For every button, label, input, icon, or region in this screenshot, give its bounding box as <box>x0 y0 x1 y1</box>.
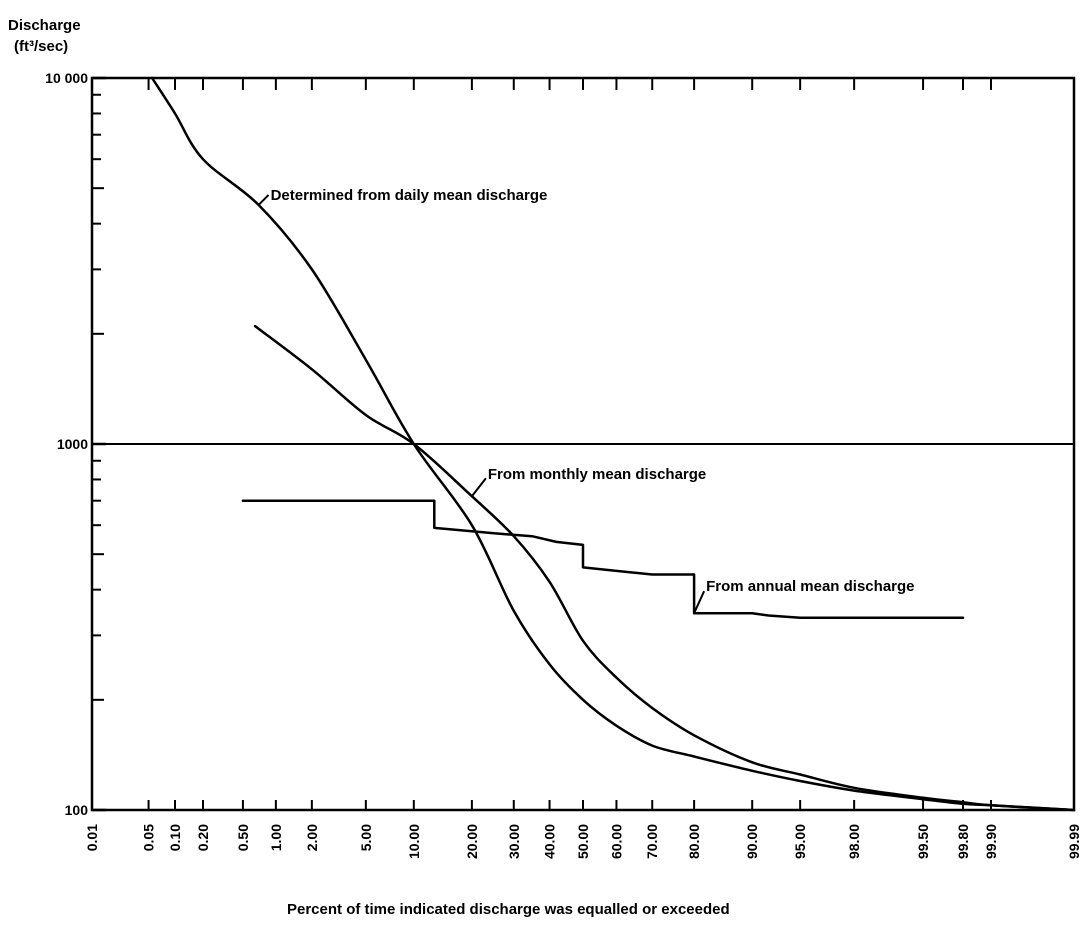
x-tick-label: 0.10 <box>167 824 183 851</box>
x-tick-label: 70.00 <box>644 824 660 859</box>
x-tick-label: 60.00 <box>608 824 624 859</box>
annotation-label: Determined from daily mean discharge <box>271 187 548 204</box>
x-tick-label: 10.00 <box>406 824 422 859</box>
x-tick-label: 1.00 <box>268 824 284 851</box>
annotation-label: From monthly mean discharge <box>488 466 706 483</box>
annotations: Determined from daily mean discharge From… <box>259 187 915 613</box>
y-axis-title-line-2: (ft³/sec) <box>14 38 68 55</box>
y-tick-label: 10 000 <box>45 70 88 86</box>
x-tick-label: 0.01 <box>84 824 100 851</box>
annotation-leader <box>259 195 269 205</box>
series-line-3 <box>243 501 963 618</box>
y-tick-label: 100 <box>65 802 89 818</box>
x-tick-label: 80.00 <box>686 824 702 859</box>
x-tick-label: 99.90 <box>983 824 999 859</box>
y-axis-title: Discharge (ft³/sec) <box>8 17 81 55</box>
series-line-2 <box>255 326 1074 810</box>
x-tick-label: 99.80 <box>955 824 971 859</box>
x-tick-label: 40.00 <box>542 824 558 859</box>
y-tick-label: 1000 <box>57 436 88 452</box>
x-tick-label: 20.00 <box>464 824 480 859</box>
x-axis-title: Percent of time indicated discharge was … <box>287 901 730 918</box>
x-tick-label: 0.20 <box>195 824 211 851</box>
x-tick-label: 98.00 <box>846 824 862 859</box>
x-tick-label: 99.50 <box>915 824 931 859</box>
x-tick-label: 0.50 <box>235 824 251 851</box>
x-tick-label: 50.00 <box>575 824 591 859</box>
x-tick-label: 0.05 <box>141 824 157 851</box>
x-tick-label: 95.00 <box>792 824 808 859</box>
x-tick-label: 30.00 <box>506 824 522 859</box>
x-tick-label: 99.99 <box>1066 824 1082 859</box>
y-axis-title-line-1: Discharge <box>8 17 81 34</box>
x-tick-label: 2.00 <box>304 824 320 851</box>
annotation-leader <box>694 591 704 613</box>
annotation-leader <box>472 478 486 496</box>
x-tick-label: 5.00 <box>358 824 374 851</box>
annotation-label: From annual mean discharge <box>706 578 914 595</box>
x-tick-label: 90.00 <box>744 824 760 859</box>
y-ticks: 100 1000 10 000 <box>45 70 106 818</box>
